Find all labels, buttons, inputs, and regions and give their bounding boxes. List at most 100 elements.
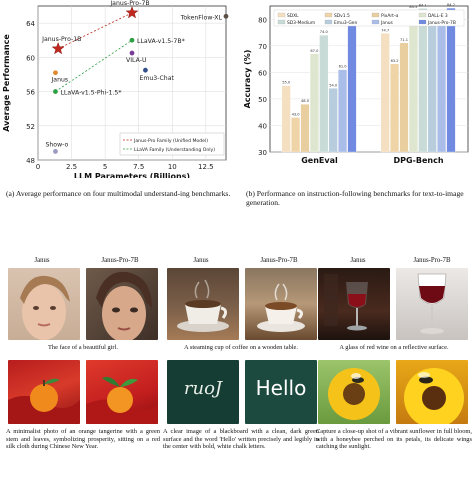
caption-sunflower: Capture a close-up shot of a vibrant sun… bbox=[316, 428, 472, 451]
label-januspro-2: Janus-Pro-7B bbox=[260, 257, 298, 264]
bar bbox=[281, 85, 291, 153]
legend-swatch bbox=[418, 19, 427, 25]
legend-entry: Emu3-Gen bbox=[334, 20, 357, 26]
chart-a-average-performance: 48 52 56 60 64 0 2.5 5 7.5 10 12.5 LLM Parameters (… bbox=[2, 0, 229, 178]
bar-value-label: 67.0 bbox=[310, 49, 319, 53]
bar-value-label: 83.5 bbox=[409, 5, 417, 9]
point-star bbox=[51, 42, 65, 55]
photo-girl-januspro bbox=[86, 268, 158, 340]
bar-value-label: 55.0 bbox=[282, 81, 291, 85]
bar bbox=[390, 63, 400, 153]
point-label: Janus-Pro-7B bbox=[109, 0, 149, 7]
xtick-label: 2.5 bbox=[66, 163, 77, 171]
ytick-label: 48 bbox=[26, 157, 35, 165]
bar-value-label: 84.1 bbox=[419, 3, 427, 7]
janus-pro-family-line bbox=[57, 12, 133, 50]
xtick-label: 0 bbox=[36, 163, 40, 171]
bar bbox=[418, 8, 428, 153]
bar-value-label: 48.0 bbox=[301, 99, 310, 103]
photo-sunflower-januspro bbox=[396, 360, 468, 424]
bar bbox=[399, 42, 409, 153]
photo-sunflower-janus bbox=[318, 360, 390, 424]
point-dot bbox=[53, 70, 58, 76]
bar-value-label: 74.7 bbox=[381, 28, 389, 32]
legend-entry: Janus-Pro Family (Unified Model) bbox=[133, 138, 208, 144]
ytick-label: 60 bbox=[26, 54, 35, 62]
photo-blackboard-januspro: Hello bbox=[245, 360, 317, 424]
ytick-label: 80 bbox=[258, 16, 267, 24]
legend-swatch bbox=[324, 19, 333, 25]
bar-value-label: 71.1 bbox=[400, 38, 408, 42]
blackboard-text-januspro: Hello bbox=[255, 376, 307, 400]
legend-entry: SDXL bbox=[287, 13, 299, 19]
photo-coffee-janus bbox=[167, 268, 239, 340]
y-axis-label: Accuracy (%) bbox=[243, 50, 252, 109]
point-star bbox=[125, 6, 139, 19]
bar-value-label: 84.2 bbox=[447, 3, 455, 7]
x-axis-label: LLM Parameters (Billions) bbox=[74, 172, 190, 178]
caption-blackboard: A clear image of a blackboard with a cle… bbox=[163, 428, 319, 451]
label-januspro-3: Janus-Pro-7B bbox=[413, 257, 451, 264]
legend-entry: LLaVA Family (Understanding Only) bbox=[134, 147, 215, 153]
point-dot bbox=[53, 89, 58, 94]
legend-swatch bbox=[277, 19, 286, 25]
legend-entry: SD3-Medium bbox=[287, 20, 315, 26]
bar bbox=[291, 117, 301, 153]
xtick-label: 12.5 bbox=[198, 163, 214, 171]
point-label: TokenFlow-XL bbox=[180, 14, 223, 21]
legend-entry: Janus bbox=[380, 20, 394, 26]
bar-value-label: 63.2 bbox=[391, 59, 399, 63]
xtick-label: 10 bbox=[168, 163, 177, 171]
caption-tangerine: A minimalist photo of an orange tangerin… bbox=[6, 428, 160, 451]
bar bbox=[338, 69, 348, 153]
bar bbox=[309, 53, 319, 153]
bar-value-label: 74.0 bbox=[320, 30, 329, 34]
caption-girl: The face of a beautiful girl. bbox=[48, 344, 118, 351]
ytick-label: 60 bbox=[258, 69, 267, 77]
bar-value-label: 54.0 bbox=[329, 83, 338, 87]
bar bbox=[300, 104, 310, 153]
label-janus-3: Janus bbox=[350, 257, 366, 264]
legend-entry: PixArt-α bbox=[381, 13, 398, 19]
bar-value-label: 43.0 bbox=[292, 112, 301, 116]
bar bbox=[319, 35, 329, 153]
caption-coffee: A steaming cup of coffee on a wooden tab… bbox=[184, 344, 298, 351]
ytick-label: 70 bbox=[258, 43, 267, 51]
bar bbox=[446, 7, 456, 153]
legend-entry: Janus-Pro-7B bbox=[427, 20, 456, 26]
point-dot bbox=[143, 67, 148, 73]
point-label: Janus-Pro-1B bbox=[41, 36, 81, 43]
point-label: LLaVA-v1.5-7B* bbox=[137, 38, 185, 45]
point-dot bbox=[53, 149, 58, 154]
legend-swatch bbox=[324, 12, 333, 18]
bar bbox=[408, 9, 418, 153]
ytick-label: 30 bbox=[258, 149, 267, 157]
point-label: VILA-U bbox=[126, 57, 147, 64]
label-janus-2: Janus bbox=[193, 257, 209, 264]
photo-girl-janus bbox=[8, 268, 80, 340]
point-label: Show-o bbox=[45, 141, 68, 148]
photo-coffee-januspro bbox=[245, 268, 317, 340]
point-label: LLaVA-v1.5-Phi-1.5* bbox=[60, 90, 121, 97]
bar bbox=[328, 88, 338, 153]
photo-wine-janus bbox=[318, 268, 390, 340]
bar bbox=[437, 19, 447, 153]
ytick-label: 40 bbox=[258, 122, 267, 130]
category-label: DPG-Bench bbox=[393, 156, 443, 165]
photo-tangerine-janus bbox=[8, 360, 80, 424]
y-axis-label: Average Performance bbox=[2, 34, 11, 132]
legend-entry: SDv1.5 bbox=[334, 13, 350, 19]
ytick-label: 50 bbox=[258, 96, 267, 104]
point-dot bbox=[129, 50, 135, 56]
caption-wine: A glass of red wine on a reflective surf… bbox=[339, 344, 449, 351]
bar bbox=[380, 33, 390, 153]
ytick-label: 52 bbox=[26, 123, 35, 131]
ytick-label: 64 bbox=[26, 20, 35, 28]
legend-box bbox=[273, 9, 465, 27]
bar bbox=[347, 19, 357, 153]
point-dot bbox=[223, 13, 229, 19]
xtick-label: 5 bbox=[103, 163, 107, 171]
label-janus-1: Janus bbox=[34, 257, 50, 264]
llava-family-line bbox=[55, 39, 133, 92]
legend-entry: DALL-E 3 bbox=[428, 13, 448, 19]
